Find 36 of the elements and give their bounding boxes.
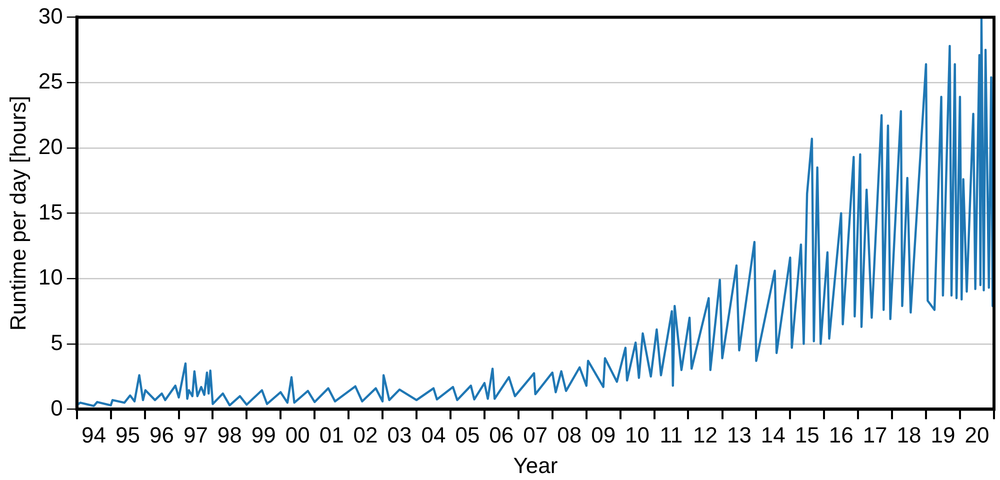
x-tick-label: 95 [115, 422, 140, 448]
x-tick-label: 01 [319, 422, 344, 448]
x-tick-label: 05 [455, 422, 480, 448]
x-tick-label: 96 [150, 422, 174, 448]
x-tick-label: 02 [353, 422, 378, 448]
x-tick-label: 00 [285, 422, 310, 448]
y-tick-label: 10 [38, 264, 63, 290]
x-tick-label: 17 [862, 422, 888, 448]
x-tick-label: 15 [794, 422, 820, 448]
x-tick-label: 10 [625, 422, 650, 448]
x-tick-label: 98 [217, 422, 242, 448]
y-tick-label: 20 [38, 134, 63, 159]
x-tick-label: 06 [489, 422, 514, 448]
y-tick-label: 5 [50, 330, 63, 355]
x-tick-label: 97 [183, 422, 208, 448]
x-tick-label: 14 [760, 422, 786, 448]
x-axis-title: Year [513, 452, 558, 478]
x-tick-label: 03 [387, 422, 412, 448]
x-tick-label: 94 [82, 422, 106, 448]
y-axis-title: Runtime per day [hours] [5, 96, 30, 331]
x-tick-label: 09 [591, 422, 616, 448]
x-tick-label: 08 [557, 422, 582, 448]
x-tick-label: 19 [930, 422, 956, 448]
x-tick-label: 99 [251, 422, 276, 448]
y-tick-label: 25 [38, 68, 63, 94]
y-tick-label: 0 [50, 395, 63, 420]
x-tick-label: 04 [421, 422, 446, 448]
x-tick-label: 20 [964, 422, 990, 448]
x-tick-label: 12 [693, 422, 718, 448]
y-tick-label: 15 [38, 199, 63, 224]
x-tick-label: 13 [726, 422, 752, 448]
x-tick-label: 18 [896, 422, 922, 448]
x-tick-label: 16 [828, 422, 854, 448]
x-tick-label: 07 [523, 422, 548, 448]
y-tick-label: 30 [38, 3, 63, 28]
x-tick-label: 11 [660, 422, 683, 448]
